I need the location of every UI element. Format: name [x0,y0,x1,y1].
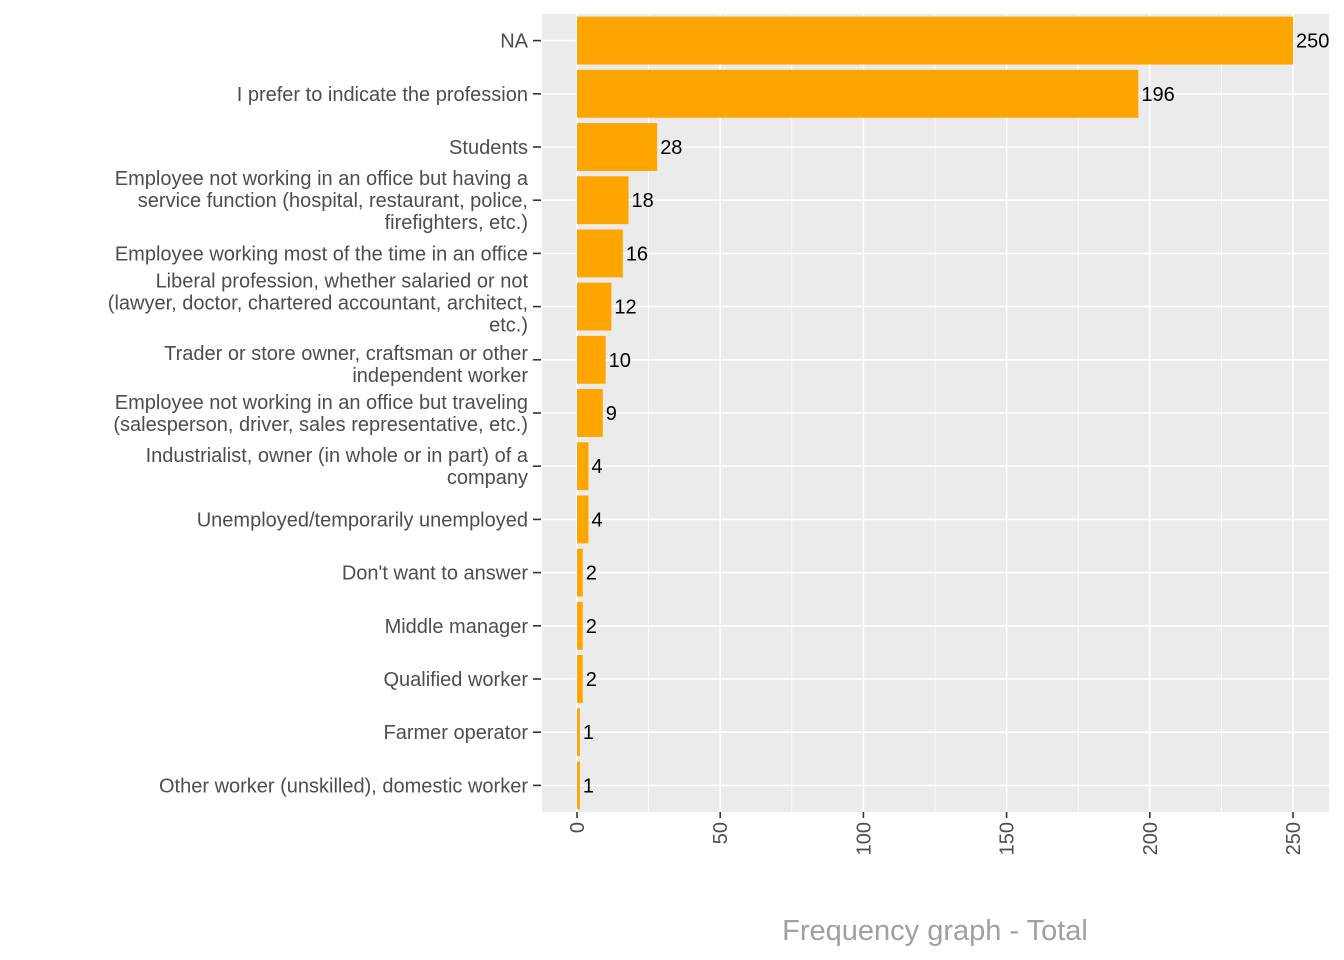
bar [577,335,606,384]
value-label: 1 [583,775,594,797]
y-category-label: NA [500,31,528,53]
y-category-label: Middle manager [385,616,529,638]
y-category-label: firefighters, etc.) [385,212,528,234]
x-tick-label: 200 [1140,822,1162,855]
x-tick-label: 0 [567,822,589,833]
value-label: 9 [606,403,617,425]
y-category-label: Employee working most of the time in an … [115,243,528,265]
y-category-label: I prefer to indicate the profession [237,84,528,106]
gridlines [542,14,1329,812]
bar [577,655,583,703]
y-category-label: Other worker (unskilled), domestic worke… [159,775,528,797]
value-label: 16 [626,243,648,265]
x-tick-label: 100 [853,822,875,855]
y-category-label: Industrialist, owner (in whole or in par… [146,445,529,467]
y-category-label: independent worker [352,365,528,387]
y-category-label: Employee not working in an office but tr… [115,392,528,414]
value-label: 10 [609,350,631,372]
y-category-label: Students [449,137,528,159]
bar [577,548,583,597]
bar [577,601,583,650]
value-label: 1 [583,722,594,744]
x-axis-title: Frequency graph - Total [782,915,1088,947]
value-label: 4 [591,456,602,478]
x-tick-label: 250 [1283,822,1305,855]
bar [577,229,623,278]
y-category-label: Employee not working in an office but ha… [115,168,529,190]
y-axis-labels: NA I prefer to indicate the profession Stu… [108,31,541,797]
y-category-label: Unemployed/temporarily unemployed [197,509,528,531]
y-category-label: Trader or store owner, craftsman or othe… [164,343,528,365]
bar [577,16,1293,65]
y-category-label: service function (hospital, restaurant, … [138,190,528,212]
value-label: 2 [586,563,597,585]
value-label: 28 [660,137,682,159]
bars: 250 196 28 18 16 12 10 9 4 4 2 2 2 1 1 [577,16,1329,810]
y-category-label: (lawyer, doctor, chartered accountant, a… [108,293,528,315]
value-label: 18 [632,190,654,212]
y-category-label: Qualified worker [383,669,528,691]
bar [577,442,589,491]
bar [577,708,580,757]
y-category-label: (salesperson, driver, sales representati… [113,414,528,436]
y-category-label: Farmer operator [384,722,529,744]
bar [577,761,580,810]
value-label: 12 [614,297,636,319]
x-tick-label: 50 [710,822,732,844]
value-label: 2 [586,669,597,691]
bar [577,123,658,171]
bar [577,282,612,331]
bar [577,495,589,544]
y-category-label: Liberal profession, whether salaried or … [156,271,529,293]
y-category-label: Don't want to answer [342,563,528,585]
x-axis: 0 50 100 150 200 250 [567,812,1305,855]
y-category-label: company [447,467,528,489]
value-label: 250 [1296,31,1329,53]
bar [577,176,629,225]
bar [577,69,1139,118]
value-label: 2 [586,616,597,638]
value-label: 4 [591,509,602,531]
y-category-label: etc.) [489,315,528,337]
value-label: 196 [1141,84,1174,106]
x-tick-label: 150 [997,822,1019,855]
bar [577,389,603,437]
